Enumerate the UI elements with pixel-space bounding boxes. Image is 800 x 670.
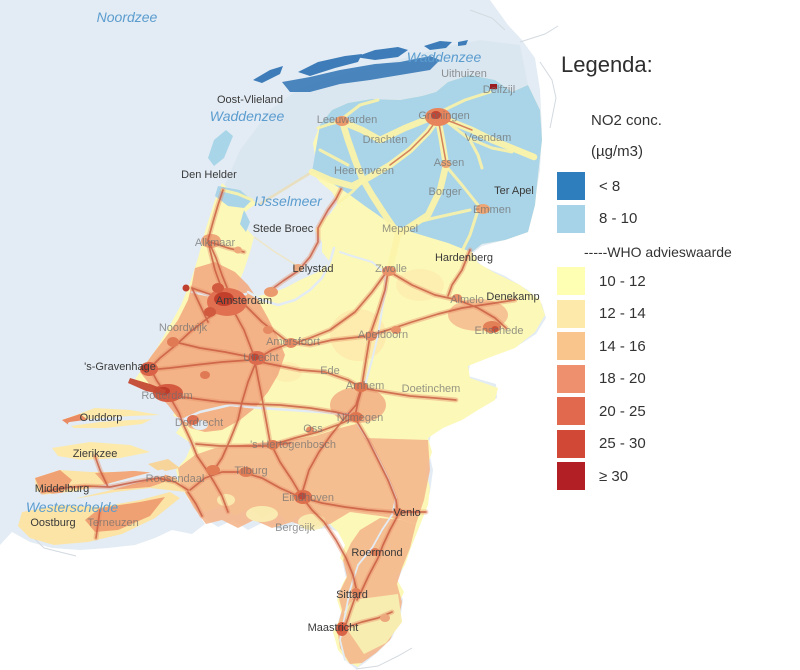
legend-item-label: 12 - 14 <box>599 305 646 322</box>
city-label: Sittard <box>336 589 368 601</box>
city-label: Amsterdam <box>216 295 272 307</box>
legend-swatch <box>557 332 585 360</box>
city-label: Amersfoort <box>266 336 320 348</box>
city-label: Doetinchem <box>402 383 461 395</box>
city-label: Oss <box>303 423 323 435</box>
city-label: Hardenberg <box>435 252 493 264</box>
city-label: Ouddorp <box>80 412 123 424</box>
city-label: Lelystad <box>293 263 334 275</box>
legend-item: ≥ 30 <box>557 462 797 490</box>
city-label: Noordwijk <box>159 322 208 334</box>
city-label: Groningen <box>418 110 469 122</box>
water-label: Waddenzee <box>210 108 285 124</box>
who-guideline-note: -----WHO advieswaarde <box>584 244 732 260</box>
legend-item-label: < 8 <box>599 177 621 195</box>
legend-item: < 8 <box>557 172 797 200</box>
legend-swatch <box>557 429 585 458</box>
legend-item: 10 - 12 <box>557 267 797 295</box>
city-label: Terneuzen <box>87 517 138 529</box>
city-label: Enschede <box>475 325 524 337</box>
city-label: Roosendaal <box>146 473 205 485</box>
legend-item-label: 10 - 12 <box>599 272 646 290</box>
city-label: Oost-Vlieland <box>217 94 283 106</box>
legend-item-label: ≥ 30 <box>599 467 629 485</box>
legend-item: 25 - 30 <box>557 429 797 458</box>
city-label: Leeuwarden <box>317 114 378 126</box>
city-label: Veendam <box>465 132 511 144</box>
water-label: Waddenzee <box>407 49 482 65</box>
legend-subtitle-line2: (µg/m3) <box>591 143 643 160</box>
legend-item: 14 - 16 <box>557 332 797 360</box>
legend-item: 8 - 10 <box>557 204 797 233</box>
texel-island <box>208 130 233 166</box>
city-label: Nijmegen <box>337 412 383 424</box>
city-label: Meppel <box>382 223 418 235</box>
city-label: Heerenveen <box>334 165 394 177</box>
legend-swatch <box>557 364 585 393</box>
city-label: Rotterdam <box>141 390 192 402</box>
legend-item-label: 14 - 16 <box>599 337 646 355</box>
legend-item-label: 25 - 30 <box>599 435 646 452</box>
city-label: Dordrecht <box>175 417 223 429</box>
legend-swatch <box>557 204 585 233</box>
legend-swatch <box>557 172 585 200</box>
wadden-islands <box>208 40 468 166</box>
legend-item-label: 8 - 10 <box>599 210 638 227</box>
city-label: Stede Broec <box>253 223 314 235</box>
city-label: Alkmaar <box>195 237 236 249</box>
legend-title: Legenda: <box>561 52 653 77</box>
city-label: Middelburg <box>35 483 89 495</box>
city-label: 's-Gravenhage <box>84 361 156 373</box>
legend-subtitle-line1: NO2 conc. <box>591 112 662 129</box>
city-label: Zierikzee <box>73 448 118 460</box>
city-label: Maastricht <box>308 622 359 634</box>
city-label: Apeldoorn <box>358 329 408 341</box>
city-label: Tilburg <box>234 465 267 477</box>
city-label: Ede <box>320 365 340 377</box>
city-label: Eindhoven <box>282 492 334 504</box>
city-label: Almelo <box>450 294 484 306</box>
legend-panel: Legenda: NO2 conc. (µg/m3) < 8 8 - 10 ----… <box>557 52 797 495</box>
city-label: Bergeijk <box>275 522 315 534</box>
legend-swatch <box>557 299 585 328</box>
foreign-land <box>0 0 560 670</box>
legend-swatch <box>557 267 585 295</box>
legend-item: 20 - 25 <box>557 397 797 425</box>
city-label: Arnhem <box>346 380 385 392</box>
legend-item: 18 - 20 <box>557 364 797 393</box>
city-label: Roermond <box>351 547 402 559</box>
city-label: Borger <box>428 186 461 198</box>
city-label: Drachten <box>363 134 408 146</box>
city-label: Denekamp <box>486 291 539 303</box>
city-label: Delfzijl <box>483 84 515 96</box>
city-label: Den Helder <box>181 169 237 181</box>
city-heat-blobs <box>128 84 501 636</box>
city-label: Oostburg <box>30 517 75 529</box>
legend-item-label: 20 - 25 <box>599 402 646 420</box>
waddenzee-water <box>218 40 528 204</box>
water-label: Noordzee <box>97 9 158 25</box>
legend-item: 12 - 14 <box>557 299 797 328</box>
city-label: Utrecht <box>243 352 278 364</box>
legend-swatch <box>557 397 585 425</box>
map-labels-layer: Noordzee Waddenzee Waddenzee IJsselmeer West… <box>26 9 540 634</box>
city-label: Ter Apel <box>494 185 534 197</box>
water-label: Westerschelde <box>26 499 119 515</box>
city-label: Venlo <box>393 507 421 519</box>
city-label: Uithuizen <box>441 68 487 80</box>
city-label: Emmen <box>473 204 511 216</box>
legend-items: < 8 8 - 10 -----WHO advieswaarde 10 - 12 12 … <box>557 172 797 490</box>
water-label: IJsselmeer <box>254 193 323 209</box>
city-label: 's-Hertogenbosch <box>250 439 336 451</box>
legend-item-label: 18 - 20 <box>599 370 646 387</box>
city-label: Assen <box>434 157 465 169</box>
city-label: Zwolle <box>375 263 407 275</box>
legend-swatch <box>557 462 585 490</box>
